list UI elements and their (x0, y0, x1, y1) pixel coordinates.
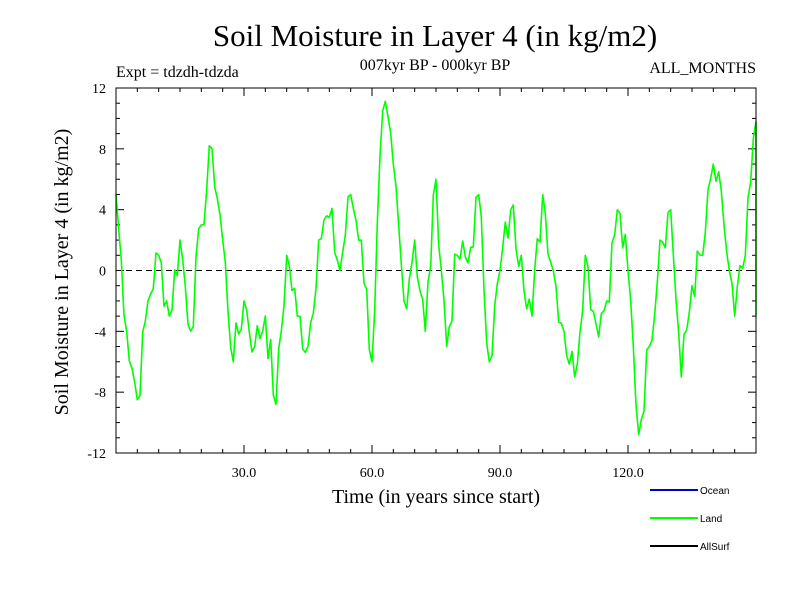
tick-labels: -12 -8 -4 0 4 8 12 30.0 60.0 90.0 120.0 (87, 82, 643, 481)
x-tick-label: 60.0 (360, 466, 385, 481)
legend-ocean-label: Ocean (700, 486, 729, 497)
y-tick-label: 0 (99, 265, 106, 280)
y-tick-label: 12 (92, 82, 106, 97)
x-tick-label: 120.0 (612, 466, 644, 481)
y-tick-label: -8 (94, 386, 106, 401)
x-tick-label: 30.0 (232, 466, 257, 481)
months-label: ALL_MONTHS (649, 60, 756, 77)
x-tick-label: 90.0 (488, 466, 513, 481)
experiment-label: Expt = tdzdh-tdzda (116, 64, 239, 81)
legend-land-label: Land (700, 514, 722, 525)
y-tick-label: 8 (99, 143, 106, 158)
y-tick-label: -4 (94, 325, 106, 340)
x-axis-label: Time (in years since start) (332, 486, 540, 508)
y-tick-label: -12 (87, 447, 106, 462)
land-series-line (115, 100, 757, 436)
y-tick-label: 4 (99, 204, 106, 219)
axis-ticks (116, 87, 756, 454)
plot-area: -12 -8 -4 0 4 8 12 30.0 60.0 90.0 120.0 (87, 82, 757, 481)
y-axis-label: Soil Moisture in Layer 4 (in kg/m2) (51, 129, 73, 416)
chart-title: Soil Moisture in Layer 4 (in kg/m2) (213, 18, 657, 53)
plot-frame (115, 87, 757, 454)
legend: Ocean Land AllSurf (650, 486, 730, 553)
period-label: 007kyr BP - 000kyr BP (360, 57, 511, 74)
legend-allsurf-label: AllSurf (700, 542, 730, 553)
